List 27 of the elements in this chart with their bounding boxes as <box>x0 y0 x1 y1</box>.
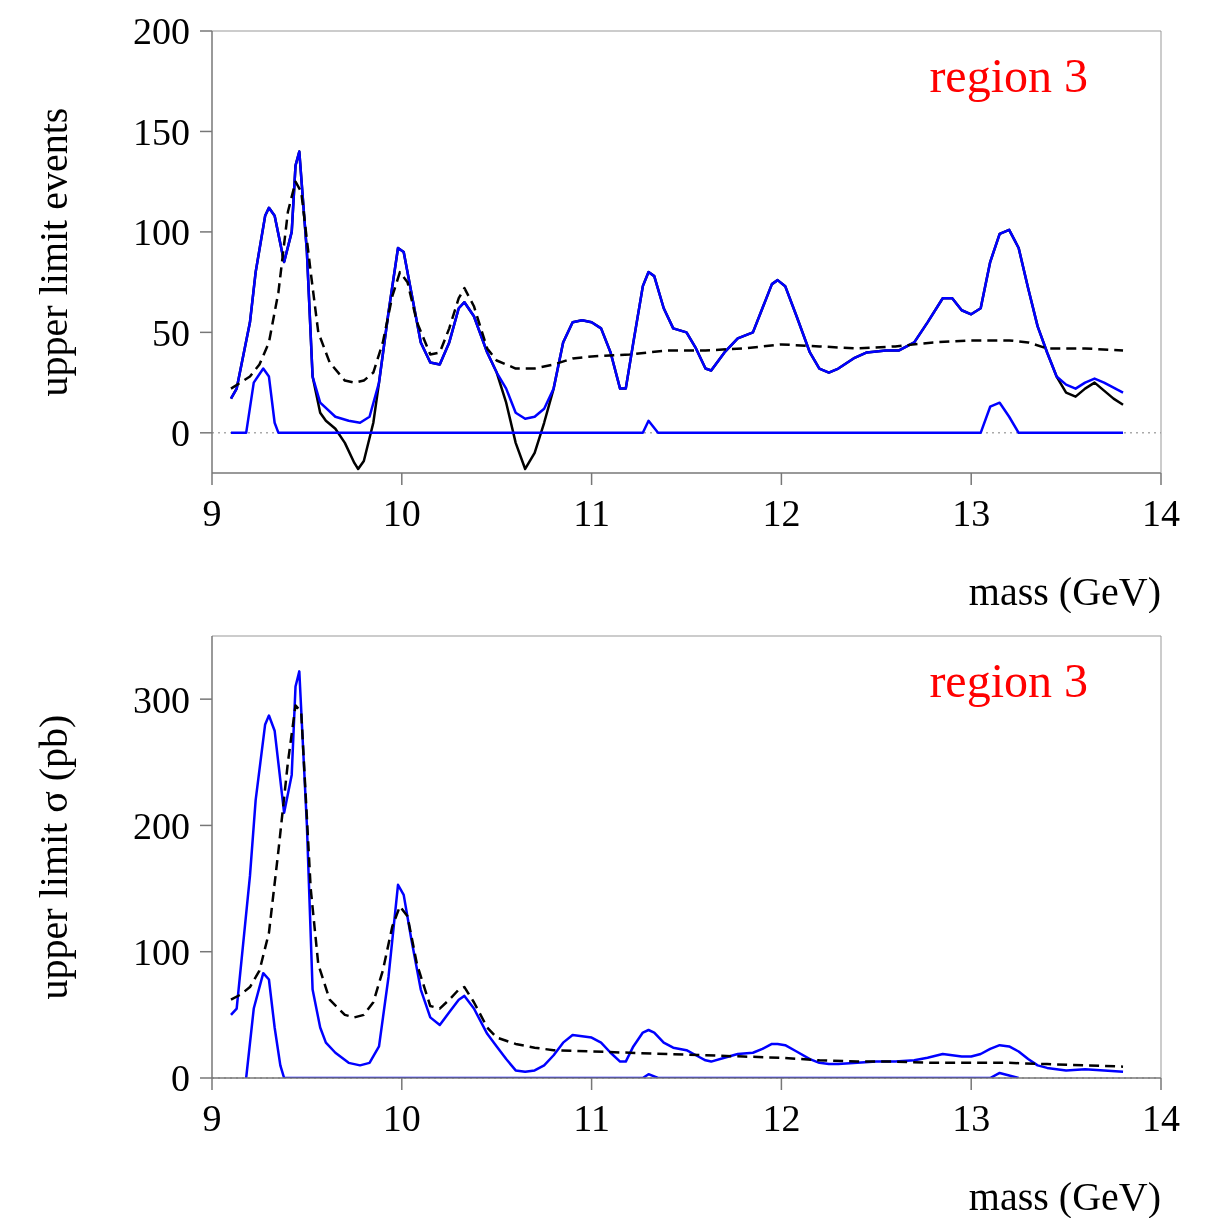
x-axis-title: mass (GeV) <box>968 1174 1161 1219</box>
x-tick-label: 9 <box>202 1096 222 1139</box>
x-tick-label: 13 <box>952 1096 991 1139</box>
y-tick-label: 300 <box>133 678 190 721</box>
x-tick-label: 10 <box>382 491 421 534</box>
y-tick-label: 0 <box>171 1057 190 1100</box>
x-axis-title: mass (GeV) <box>968 569 1161 614</box>
y-tick-label: 150 <box>133 110 190 153</box>
x-tick-label: 11 <box>573 1096 610 1139</box>
x-tick-label: 14 <box>1142 1096 1180 1139</box>
y-tick-label: 50 <box>152 311 190 354</box>
y-axis-title: upper limit events <box>31 107 77 397</box>
y-axis-title: upper limit σ (pb) <box>31 714 77 1000</box>
y-tick-label: 0 <box>171 412 190 455</box>
x-tick-label: 10 <box>382 1096 421 1139</box>
x-tick-label: 12 <box>762 1096 801 1139</box>
y-tick-label: 100 <box>133 931 190 974</box>
y-tick-label: 200 <box>133 10 190 53</box>
y-tick-label: 200 <box>133 804 190 847</box>
x-tick-label: 11 <box>573 491 610 534</box>
annotation: region 3 <box>929 48 1088 103</box>
y-tick-label: 100 <box>133 211 190 254</box>
x-tick-label: 14 <box>1142 491 1180 534</box>
annotation: region 3 <box>929 653 1088 708</box>
x-tick-label: 13 <box>952 491 991 534</box>
x-tick-label: 12 <box>762 491 801 534</box>
x-tick-label: 9 <box>202 491 222 534</box>
